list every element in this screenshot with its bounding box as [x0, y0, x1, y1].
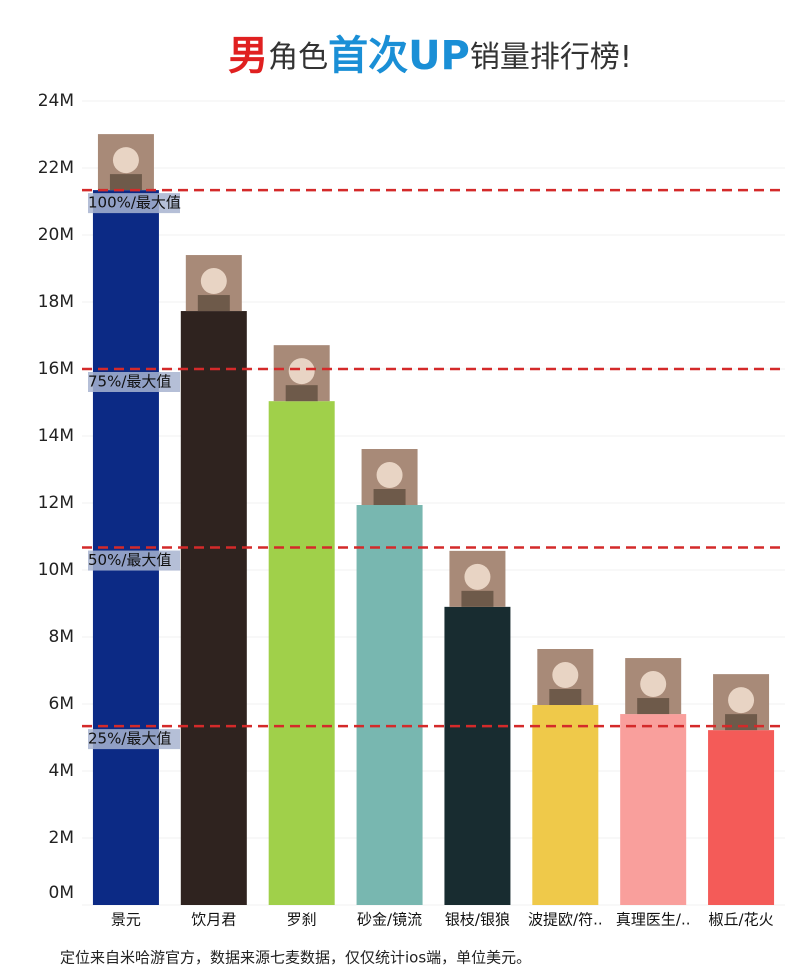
avatar-body	[637, 698, 670, 715]
avatar-body	[285, 385, 318, 402]
bar	[532, 705, 599, 905]
title-part: 男	[228, 33, 268, 79]
avatar	[537, 649, 594, 706]
reference-label: 75%/最大值	[88, 373, 171, 391]
reference-label-bg	[88, 729, 180, 750]
avatar	[185, 255, 242, 312]
avatar-face	[464, 563, 491, 590]
avatar-body	[461, 590, 494, 607]
y-tick-label: 10M	[38, 560, 74, 580]
x-tick-label: 罗刹	[287, 911, 317, 929]
avatar	[625, 658, 682, 715]
avatar	[273, 345, 330, 402]
bar	[268, 401, 335, 905]
x-tick-label: 砂金/镜流	[357, 911, 422, 929]
y-tick-label: 24M	[38, 91, 74, 111]
title-part: 首次UP	[328, 33, 470, 79]
avatar	[449, 550, 506, 607]
title-part: 销量排行榜!	[470, 40, 632, 75]
avatar-face	[640, 671, 667, 698]
title-part: 角色	[268, 40, 328, 75]
bar	[708, 730, 775, 905]
reference-label-bg	[88, 372, 180, 392]
avatar-face	[376, 462, 403, 489]
avatar-face	[728, 687, 755, 714]
avatar-face	[288, 358, 315, 385]
bar	[180, 311, 247, 905]
avatar	[713, 674, 770, 731]
y-tick-label: 20M	[38, 225, 74, 245]
x-tick-label: 波提欧/符..	[528, 911, 603, 929]
avatar-face	[552, 662, 579, 689]
y-tick-label: 4M	[49, 761, 74, 781]
x-tick-label: 饮月君	[191, 911, 236, 929]
y-tick-label: 2M	[49, 828, 74, 848]
avatar-face	[200, 268, 227, 295]
y-tick-label: 0M	[49, 883, 74, 903]
bar	[444, 606, 511, 905]
y-tick-label: 22M	[38, 158, 74, 178]
reference-label-bg	[88, 550, 180, 571]
y-tick-label: 6M	[49, 694, 74, 714]
avatar	[97, 134, 154, 191]
reference-label-bg	[88, 193, 180, 214]
y-tick-label: 16M	[38, 359, 74, 379]
reference-label: 25%/最大值	[88, 730, 171, 748]
avatar-body	[725, 714, 758, 731]
chart-title: 男角色首次UP销量排行榜!	[228, 33, 632, 79]
avatar	[361, 449, 418, 506]
y-tick-label: 12M	[38, 493, 74, 513]
x-tick-label: 景元	[111, 911, 141, 929]
footnote: 定位来自米哈游官方，数据来源七麦数据，仅仅统计ios端，单位美元。	[60, 949, 531, 967]
avatar-body	[197, 295, 230, 312]
x-tick-label: 椒丘/花火	[709, 911, 774, 929]
reference-label: 100%/最大值	[88, 194, 181, 212]
x-tick-label: 真理医生/..	[616, 911, 691, 929]
reference-label: 50%/最大值	[88, 551, 171, 569]
avatar-body	[549, 689, 582, 706]
bar	[620, 714, 687, 905]
bar	[356, 505, 423, 905]
x-tick-label: 银枝/银狼	[445, 911, 510, 929]
avatar-face	[112, 147, 139, 174]
avatar-body	[109, 174, 142, 191]
y-tick-label: 8M	[49, 627, 74, 647]
avatar-body	[373, 489, 406, 506]
y-tick-label: 18M	[38, 292, 74, 312]
y-tick-label: 14M	[38, 426, 74, 446]
